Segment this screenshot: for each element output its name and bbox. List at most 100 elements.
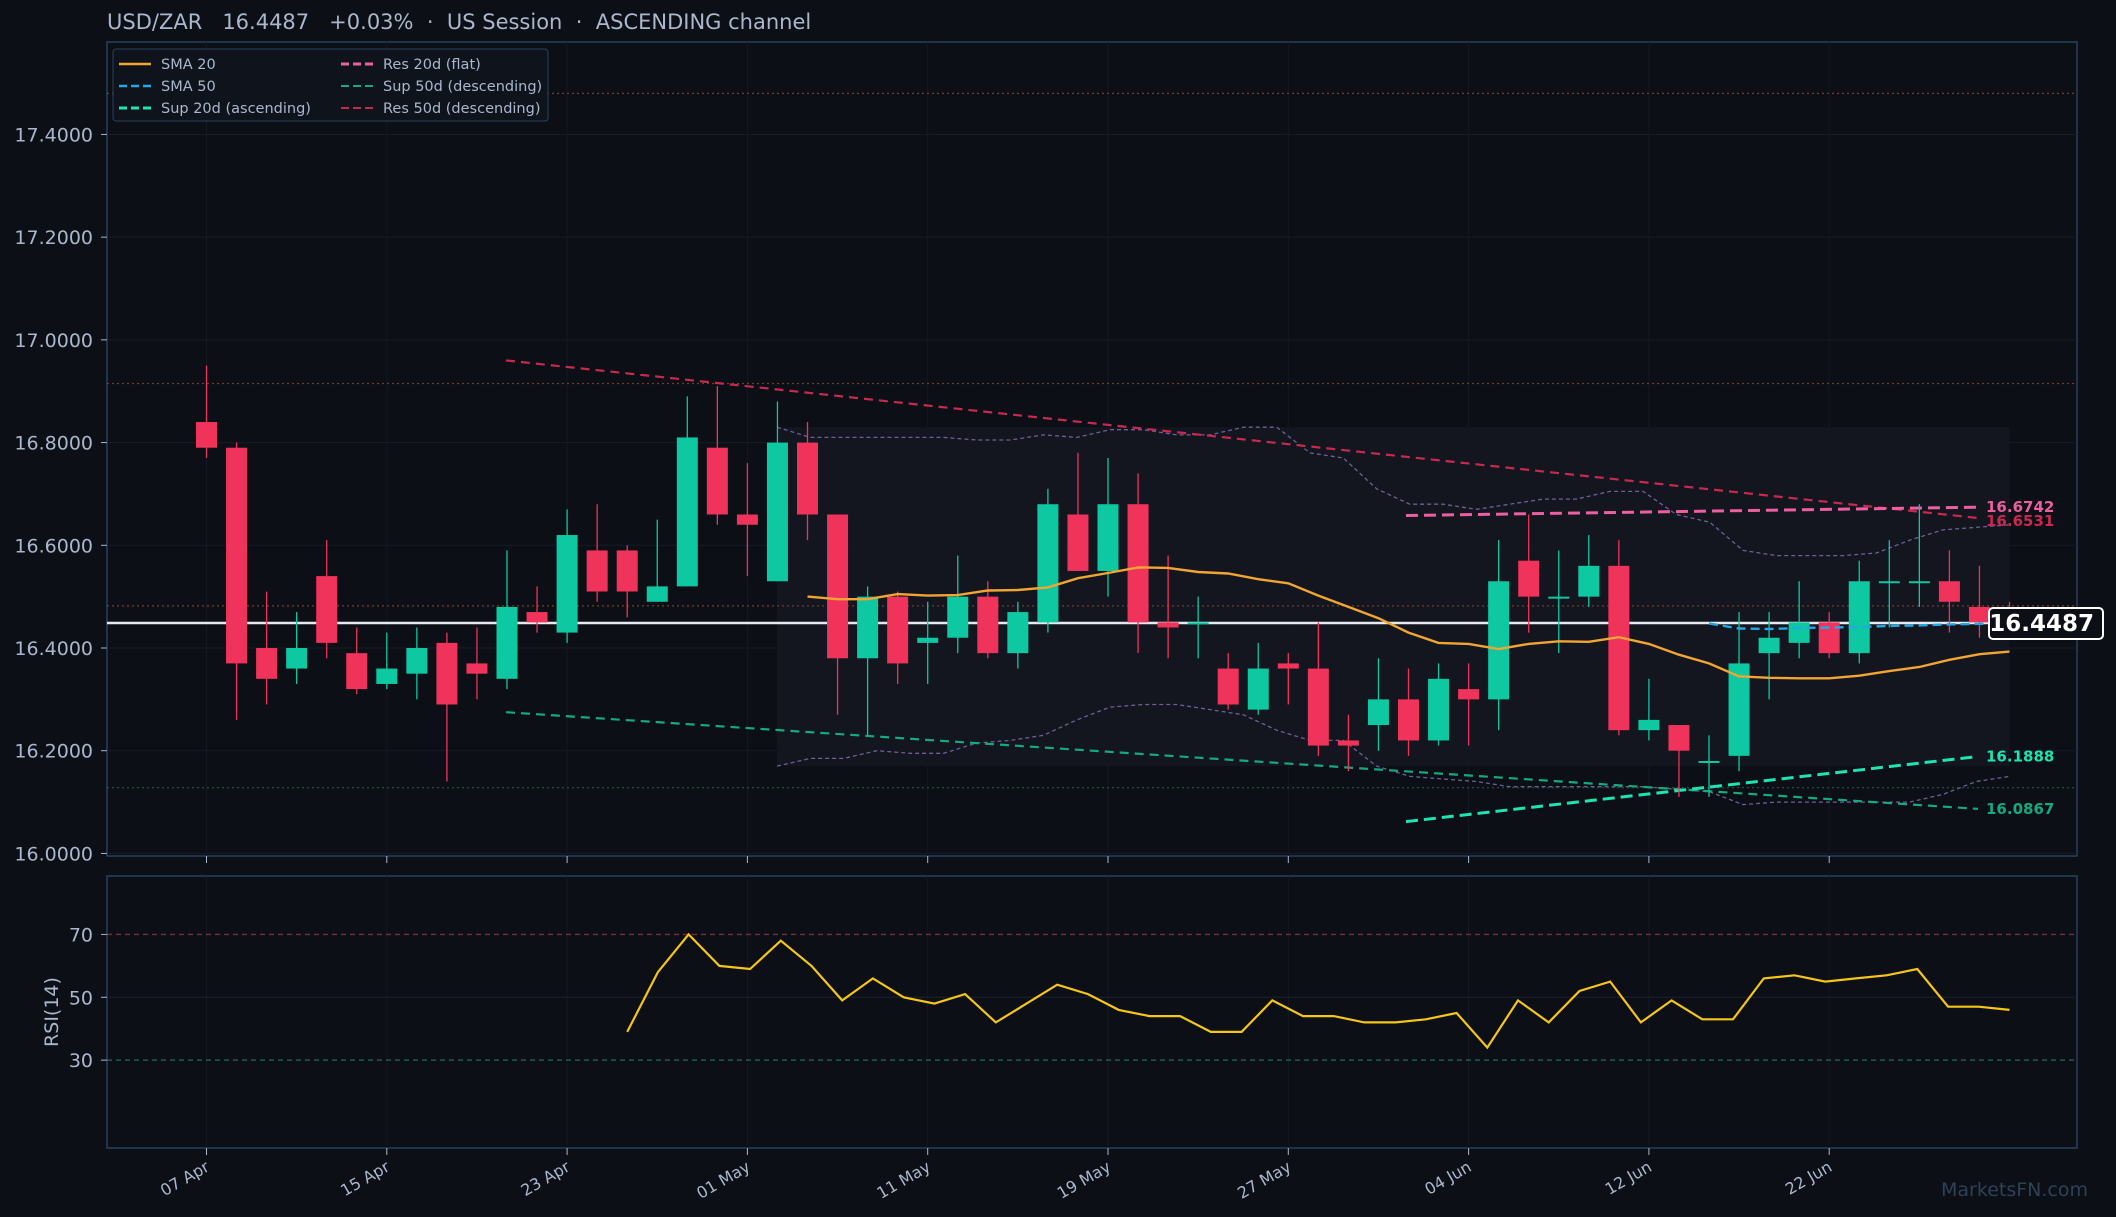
candle-body [1157,622,1179,628]
y-tick-label: 16.2000 [14,741,93,763]
level-label: 16.6531 [1986,512,2054,530]
y-tick-label: 17.0000 [14,330,93,352]
candle-body [1428,678,1450,741]
legend-label: Res 20d (flat) [383,57,481,73]
candle-body [1698,760,1720,763]
candle-body [947,596,969,638]
candle-body [1217,668,1239,705]
candle-body [1968,606,1990,623]
candle-body [1127,504,1149,623]
candle-body [646,586,668,602]
candle-body [1187,622,1209,625]
chart-title: USD/ZAR 16.4487 +0.03% · US Session · AS… [107,10,812,34]
sma-50-line [1708,622,2010,631]
candle-body [256,648,278,679]
candle-body [526,612,548,623]
candle-body [827,514,849,659]
res-50d-descending-line [505,359,1979,520]
candle-body [346,653,368,690]
candle-body [1037,504,1059,623]
rsi-panel-frame [106,875,2078,1149]
legend-label: Sup 50d (descending) [383,79,542,95]
x-tick-label: 11 May [874,1157,934,1203]
candle-body [1608,565,1630,731]
candle-body [706,447,728,515]
y-tick-label: 16.6000 [14,535,93,557]
candle-body [1247,668,1269,710]
y-tick-label: 17.2000 [14,227,93,249]
candle-body [1728,663,1750,756]
x-tick-label: 04 Jun [1421,1157,1474,1199]
candle-body [887,596,909,664]
candle-body [1818,622,1840,654]
candle-body [1277,663,1299,669]
rsi-y-tick-label: 70 [69,924,93,946]
candle-body [406,648,428,674]
x-tick-label: 15 Apr [337,1157,393,1200]
candle-body [196,422,217,448]
candle-body [1938,581,1960,602]
candle-body [1007,612,1029,654]
candle-body [766,442,788,582]
candle-body [466,663,488,674]
x-tick-label: 22 Jun [1782,1157,1835,1199]
rsi-axis-label: RSI(14) [41,977,63,1047]
candle-body [1067,514,1089,571]
last-price-label: 16.4487 [1989,611,2094,637]
x-tick-label: 27 May [1234,1157,1294,1203]
level-label: 16.1888 [1986,747,2054,765]
candle-body [616,550,638,592]
candle-body [1578,565,1600,597]
x-tick-label: 19 May [1054,1157,1114,1203]
candle-body [1337,740,1359,746]
candle-body [286,648,308,669]
candle-body [436,642,458,705]
x-tick-label: 12 Jun [1602,1157,1655,1199]
candle-body [1548,596,1570,599]
candle-body [1848,581,1870,654]
candle-body [676,437,698,587]
legend-label: Sup 20d (ascending) [161,101,311,117]
candle-body [1908,581,1930,584]
rsi-line [626,932,2010,1050]
y-tick-label: 17.4000 [14,124,93,146]
candle-body [857,596,879,659]
y-tick-label: 16.8000 [14,433,93,455]
candle-body [1518,560,1540,597]
legend-label: SMA 50 [161,79,216,95]
candle-body [917,637,939,643]
x-tick-label: 23 Apr [518,1157,574,1200]
legend-box [112,48,549,122]
sup-20d-ascending-line [1405,754,1979,824]
candle-body [1788,622,1810,643]
candle-body [226,447,248,664]
sup-50d-descending-line [505,711,1979,811]
candle-body [736,514,758,525]
candle-body [1398,699,1419,741]
level-label: 16.0867 [1986,800,2054,818]
candle-body [1097,504,1119,571]
x-tick-label: 07 Apr [157,1157,213,1200]
y-tick-label: 16.0000 [14,843,93,865]
rsi-y-tick-label: 50 [69,987,93,1009]
candle-body [496,606,518,679]
candle-body [586,550,608,592]
candle-body [977,596,999,654]
candle-body [1638,719,1660,731]
y-tick-label: 16.4000 [14,638,93,660]
res-20d-flat-line [1405,505,1979,518]
candle-body [797,442,818,515]
candle-body [1758,637,1780,654]
legend-label: Res 50d (descending) [383,101,540,117]
candle-body [1367,699,1389,726]
x-tick-label: 01 May [693,1157,753,1203]
candle-body [316,576,338,643]
candle-body [1878,581,1900,584]
sma-20-line [807,566,2010,680]
candle-body [1668,725,1690,751]
level-label: 16.6742 [1986,498,2054,516]
candle-body [376,668,398,684]
last-price-badge [1988,606,2104,640]
candle-body [1307,668,1329,746]
